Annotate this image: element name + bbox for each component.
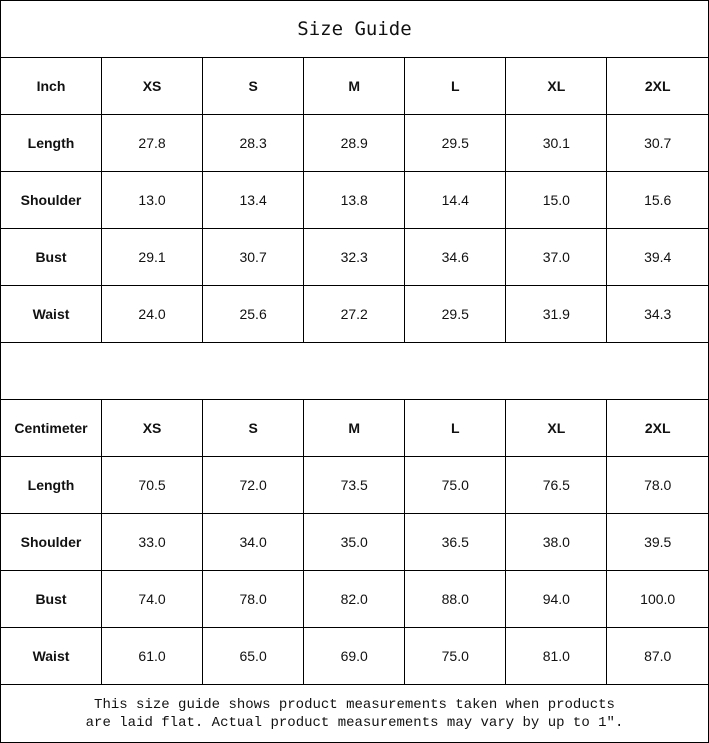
table-row: Shoulder 13.0 13.4 13.8 14.4 15.0 15.6	[1, 171, 708, 229]
row-label: Shoulder	[1, 171, 102, 229]
table-row: Bust 74.0 78.0 82.0 88.0 94.0 100.0	[1, 570, 708, 628]
table-cell: 28.3	[202, 114, 305, 172]
table-cell: 15.6	[606, 171, 708, 229]
table-cell: M	[303, 400, 406, 457]
table-cell: 36.5	[404, 513, 507, 571]
table-cell: S	[202, 400, 305, 457]
table-cell: L	[404, 400, 507, 457]
table-cell: 82.0	[303, 570, 406, 628]
table-cell: 39.5	[606, 513, 708, 571]
table-cell: 73.5	[303, 456, 406, 514]
table-cell: 39.4	[606, 228, 708, 286]
table-cell: 38.0	[505, 513, 608, 571]
table-cell: XL	[505, 400, 608, 457]
table-cell: 65.0	[202, 627, 305, 685]
inch-table: Inch XS S M L XL 2XL Length 27.8 28.3 28.9 29.5 30.1…	[1, 58, 708, 343]
table-spacer	[1, 343, 708, 400]
table-cell: 14.4	[404, 171, 507, 229]
table-cell: L	[404, 58, 507, 115]
table-cell: 72.0	[202, 456, 305, 514]
row-label: Inch	[1, 58, 102, 115]
table-cell: 34.6	[404, 228, 507, 286]
header-row: Inch XS S M L XL 2XL	[1, 58, 708, 115]
row-label: Waist	[1, 285, 102, 343]
table-cell: XS	[100, 58, 204, 115]
table-cell: 78.0	[606, 456, 708, 514]
table-cell: XS	[100, 400, 204, 457]
table-cell: 27.8	[100, 114, 204, 172]
table-cell: 15.0	[505, 171, 608, 229]
table-cell: 31.9	[505, 285, 608, 343]
table-cell: 87.0	[606, 627, 708, 685]
table-cell: 2XL	[606, 58, 708, 115]
row-label: Bust	[1, 570, 102, 628]
table-cell: 78.0	[202, 570, 305, 628]
table-cell: 94.0	[505, 570, 608, 628]
table-cell: S	[202, 58, 305, 115]
table-cell: 29.5	[404, 285, 507, 343]
table-cell: 30.7	[202, 228, 305, 286]
table-cell: 13.0	[100, 171, 204, 229]
table-cell: 13.8	[303, 171, 406, 229]
row-label: Length	[1, 114, 102, 172]
row-label: Bust	[1, 228, 102, 286]
table-row: Waist 24.0 25.6 27.2 29.5 31.9 34.3	[1, 285, 708, 343]
table-cell: 29.5	[404, 114, 507, 172]
table-row: Bust 29.1 30.7 32.3 34.6 37.0 39.4	[1, 228, 708, 286]
table-cell: 75.0	[404, 627, 507, 685]
table-cell: 13.4	[202, 171, 305, 229]
row-label: Waist	[1, 627, 102, 685]
table-cell: 30.1	[505, 114, 608, 172]
table-row: Length 27.8 28.3 28.9 29.5 30.1 30.7	[1, 114, 708, 172]
table-cell: 35.0	[303, 513, 406, 571]
table-cell: 29.1	[100, 228, 204, 286]
row-label: Centimeter	[1, 400, 102, 457]
table-cell: 75.0	[404, 456, 507, 514]
table-cell: 28.9	[303, 114, 406, 172]
table-cell: 34.0	[202, 513, 305, 571]
table-cell: 70.5	[100, 456, 204, 514]
table-cell: 88.0	[404, 570, 507, 628]
size-guide-title: Size Guide	[1, 1, 708, 58]
table-row: Length 70.5 72.0 73.5 75.0 76.5 78.0	[1, 456, 708, 514]
note-line-2: are laid flat. Actual product measuremen…	[85, 714, 624, 731]
table-cell: 61.0	[100, 627, 204, 685]
table-cell: 37.0	[505, 228, 608, 286]
table-cell: 2XL	[606, 400, 708, 457]
table-cell: 69.0	[303, 627, 406, 685]
table-cell: 100.0	[606, 570, 708, 628]
row-label: Length	[1, 456, 102, 514]
centimeter-table: Centimeter XS S M L XL 2XL Length 70.5 72.0 73.5 75…	[1, 400, 708, 685]
table-row: Waist 61.0 65.0 69.0 75.0 81.0 87.0	[1, 627, 708, 685]
note-line-1: This size guide shows product measuremen…	[94, 696, 615, 713]
table-cell: 33.0	[100, 513, 204, 571]
header-row: Centimeter XS S M L XL 2XL	[1, 400, 708, 457]
row-label: Shoulder	[1, 513, 102, 571]
table-cell: 24.0	[100, 285, 204, 343]
table-cell: XL	[505, 58, 608, 115]
table-cell: 81.0	[505, 627, 608, 685]
table-cell: 32.3	[303, 228, 406, 286]
table-row: Shoulder 33.0 34.0 35.0 36.5 38.0 39.5	[1, 513, 708, 571]
table-cell: 74.0	[100, 570, 204, 628]
table-cell: 27.2	[303, 285, 406, 343]
measurement-note: This size guide shows product measuremen…	[1, 685, 708, 742]
table-cell: 34.3	[606, 285, 708, 343]
table-cell: 25.6	[202, 285, 305, 343]
table-cell: M	[303, 58, 406, 115]
table-cell: 76.5	[505, 456, 608, 514]
table-cell: 30.7	[606, 114, 708, 172]
